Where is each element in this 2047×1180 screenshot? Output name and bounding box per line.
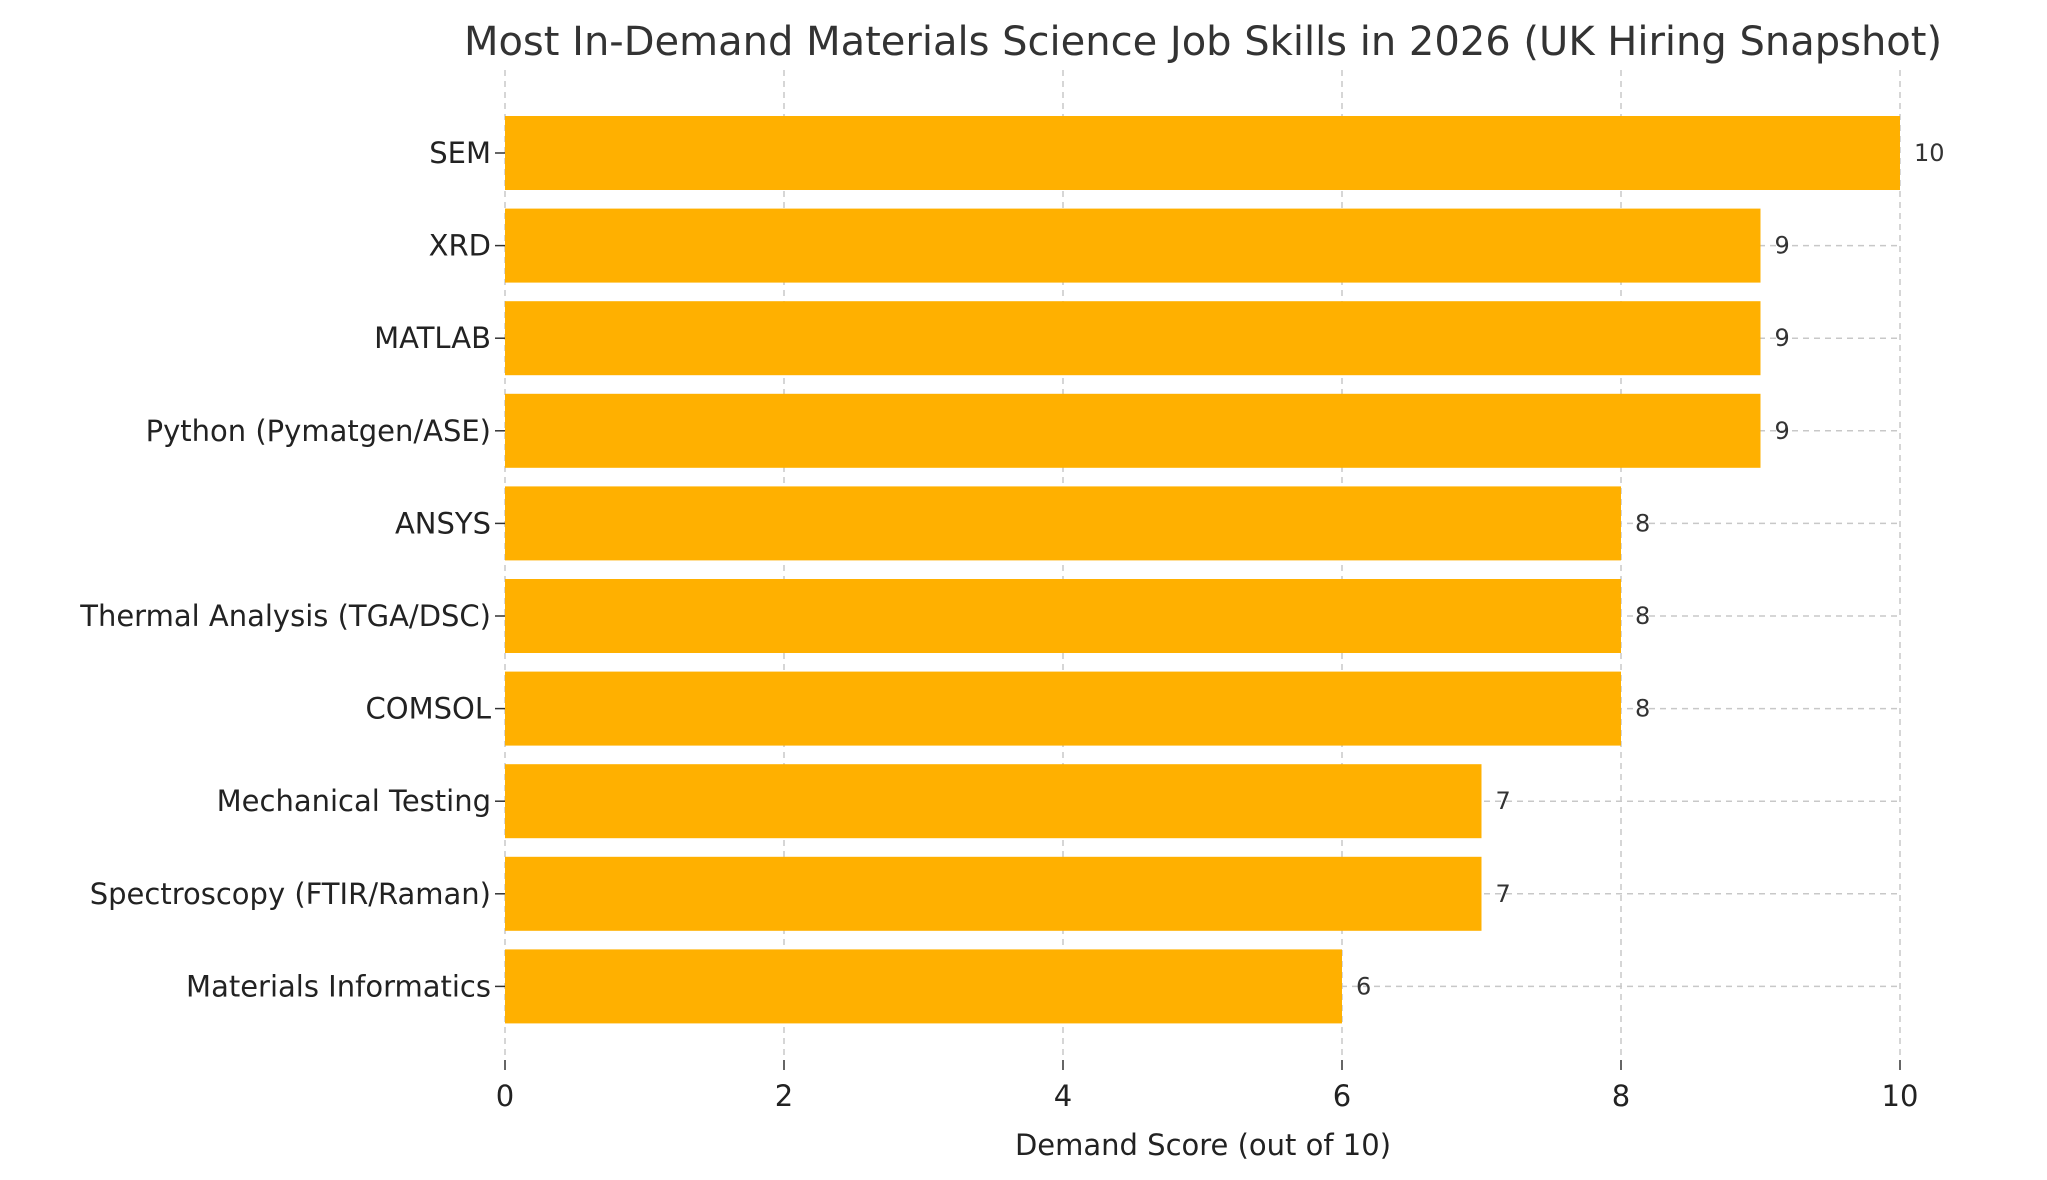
bar	[505, 116, 1900, 190]
bar	[505, 393, 1761, 468]
bar	[505, 856, 1482, 931]
value-label: 8	[1635, 509, 1650, 537]
bar	[505, 671, 1621, 746]
value-label: 8	[1635, 695, 1650, 723]
category-label: COMSOL	[366, 692, 492, 726]
category-label: Materials Informatics	[186, 969, 491, 1003]
bar	[505, 486, 1621, 561]
category-label: Thermal Analysis (TGA/DSC)	[79, 599, 491, 633]
value-label: 7	[1496, 787, 1511, 815]
value-label: 7	[1496, 880, 1511, 908]
chart-title: Most In-Demand Materials Science Job Ski…	[464, 19, 1942, 65]
value-label: 10	[1914, 139, 1945, 167]
x-tick-label: 4	[1054, 1079, 1072, 1113]
labels: 0 2 4 6 8 10 SEM 10 XRD 9 MATLAB 9 Python (Pymatgen/…	[79, 136, 1944, 1113]
category-label: ANSYS	[395, 506, 491, 540]
category-label: XRD	[429, 229, 491, 263]
x-tick-label: 8	[1612, 1079, 1630, 1113]
value-label: 9	[1775, 417, 1790, 445]
x-tick-label: 2	[775, 1079, 793, 1113]
bar	[505, 301, 1761, 376]
bar	[505, 764, 1482, 839]
category-label: Python (Pymatgen/ASE)	[146, 414, 491, 448]
bar	[505, 208, 1761, 283]
x-tick-label: 10	[1882, 1079, 1919, 1113]
category-label: Spectroscopy (FTIR/Raman)	[90, 877, 491, 911]
value-label: 8	[1635, 602, 1650, 630]
category-label: Mechanical Testing	[217, 784, 491, 818]
category-label: SEM	[429, 136, 491, 170]
category-label: MATLAB	[374, 321, 491, 355]
x-tick-label: 6	[1333, 1079, 1351, 1113]
x-axis-label: Demand Score (out of 10)	[1015, 1128, 1391, 1162]
value-label: 9	[1775, 232, 1790, 260]
bar	[505, 579, 1621, 653]
value-label: 9	[1775, 324, 1790, 352]
bar	[505, 949, 1342, 1024]
bars	[505, 116, 1900, 1024]
value-label: 6	[1356, 972, 1371, 1000]
x-tick-label: 0	[496, 1079, 514, 1113]
